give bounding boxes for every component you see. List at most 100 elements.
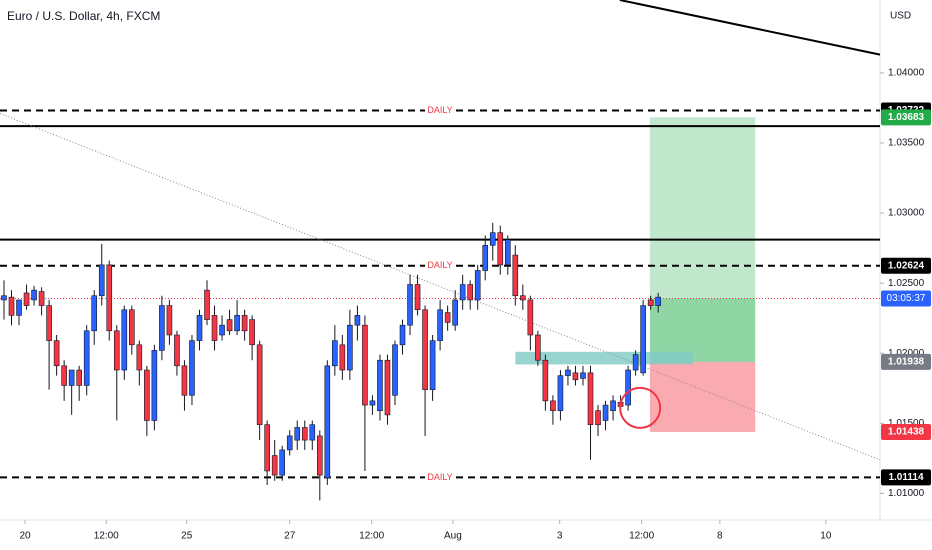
countdown-tag-bg [881,290,931,307]
candle-body [625,369,631,406]
candle-body [53,340,60,367]
trendline [619,0,881,56]
candle-body [204,289,210,320]
candle-body [647,299,654,306]
candle-body [422,309,428,390]
candle-body [324,365,331,479]
candle-body [301,427,308,441]
x-tick-label: Aug [444,531,462,542]
candle-body [91,295,98,332]
candle-body [271,455,278,476]
level-note-bg [425,471,455,484]
candle-body [399,324,406,346]
candle-body [106,264,113,332]
candle-body [61,365,67,386]
candle-body [68,369,75,386]
candle-body [294,427,301,441]
candle-body [602,404,609,421]
candle-body [144,369,150,421]
candle-body [174,334,180,367]
target-tag: 1.03683 [888,112,925,123]
candle-body [489,232,496,246]
candle-body [113,330,120,371]
candle-body [474,270,481,301]
countdown-tag: 03:05:37 [887,293,926,304]
candle-body [317,435,323,476]
y-tick-label: 1.01500 [888,418,925,429]
open-profit-zone [649,298,756,362]
candle-body [377,359,383,411]
candle-body [459,284,466,301]
candle-body [535,334,541,361]
candle-body [226,319,233,332]
candle-body [339,344,346,371]
candle-body [595,410,601,425]
y-tick-label: 1.03000 [888,208,925,219]
y-tick-label: 1.02000 [888,348,925,359]
candle-body [151,350,158,421]
candle-body [610,400,616,411]
candle-body [1,295,7,301]
candle-body [234,315,240,332]
candle-body [279,449,286,476]
candle-body [256,344,263,425]
candle-body [655,296,661,306]
x-tick-label: 12:00 [629,531,654,542]
annotation-circle [619,386,662,429]
candle-body [241,315,248,332]
candle-body [572,372,579,381]
candle-body [640,305,646,374]
candle-body [580,372,586,379]
candle-body [542,359,549,402]
x-tick-label: 8 [717,531,723,542]
x-tick-label: 25 [181,531,193,542]
level-note: DAILY [427,472,452,482]
candle-body [362,324,368,406]
candle-body [512,254,519,297]
candle-body [98,264,105,297]
candle-body [565,369,571,376]
candle-body [437,309,443,341]
level-note: DAILY [427,105,452,115]
x-tick-label: 20 [19,531,31,542]
candle-body [354,315,361,326]
candle-body [166,305,173,336]
candle-body [309,424,316,441]
x-tick-label: 27 [284,531,296,542]
currency-label: USD [890,11,911,22]
candle-body [159,305,165,351]
candle-body [384,359,391,416]
candle-body [332,340,338,367]
target-tag-bg [881,109,931,126]
level-note-bg [425,104,455,117]
candle-body [23,292,30,306]
candle-body [219,324,225,336]
candle-body [520,295,526,301]
x-tick-label: 12:00 [94,531,119,542]
level-note-bg [425,259,455,272]
candle-body [249,319,255,346]
y-tick-label: 1.03500 [888,138,925,149]
x-tick-label: 12:00 [359,531,384,542]
y-tick-label: 1.01000 [888,488,925,499]
candle-body [136,344,143,371]
candle-body [557,375,564,411]
x-tick-label: 3 [557,531,563,542]
candle-body [8,296,15,316]
stop-tag-bg [881,423,931,440]
candle-body [16,299,22,316]
candle-body [347,324,353,371]
candle-body [83,330,90,386]
y-tick-label: 1.04000 [888,68,925,79]
stop-tag: 1.01438 [888,427,925,438]
chart-title: Euro / U.S. Dollar, 4h, FXCM [7,9,160,23]
level-note: DAILY [427,260,452,270]
y-tick-label: 1.02500 [888,278,925,289]
candle-body [38,291,45,306]
candle-body [407,284,413,326]
candle-body [527,299,534,336]
candle-body [31,289,37,301]
x-tick-label: 10 [820,531,832,542]
